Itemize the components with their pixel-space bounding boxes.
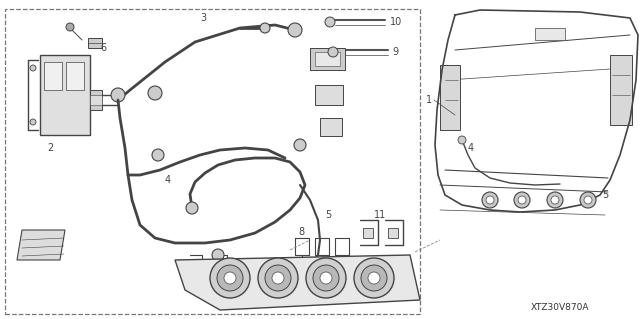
Polygon shape <box>17 230 65 260</box>
Text: 10: 10 <box>390 17 403 27</box>
Text: 6: 6 <box>100 43 106 53</box>
Text: 4: 4 <box>165 175 171 185</box>
Text: 8: 8 <box>298 227 304 237</box>
Circle shape <box>514 192 530 208</box>
Bar <box>44 62 62 90</box>
Bar <box>535 28 565 40</box>
Circle shape <box>320 272 332 284</box>
Bar <box>90 90 102 110</box>
Circle shape <box>328 47 338 57</box>
Circle shape <box>361 265 387 291</box>
Bar <box>315 85 343 105</box>
Bar <box>610 55 632 125</box>
Circle shape <box>458 136 466 144</box>
Bar <box>388 228 398 238</box>
Circle shape <box>313 265 339 291</box>
Circle shape <box>30 119 36 125</box>
Circle shape <box>217 265 243 291</box>
Bar <box>320 118 342 136</box>
Circle shape <box>584 196 592 204</box>
Circle shape <box>272 272 284 284</box>
Bar <box>66 62 84 90</box>
Bar <box>310 48 345 70</box>
Text: XTZ30V870A: XTZ30V870A <box>531 303 589 313</box>
Text: 9: 9 <box>392 47 398 57</box>
Bar <box>90 95 102 105</box>
Bar <box>363 228 373 238</box>
Circle shape <box>547 192 563 208</box>
Circle shape <box>482 192 498 208</box>
Text: 3: 3 <box>200 13 206 23</box>
Circle shape <box>212 249 224 261</box>
Circle shape <box>354 258 394 298</box>
Circle shape <box>368 272 380 284</box>
Circle shape <box>580 192 596 208</box>
Text: 5: 5 <box>325 210 332 220</box>
Bar <box>40 55 90 135</box>
Text: 1: 1 <box>426 95 432 105</box>
Text: 2: 2 <box>47 143 53 153</box>
Text: 4: 4 <box>468 143 474 153</box>
Circle shape <box>551 196 559 204</box>
Bar <box>315 52 340 66</box>
Circle shape <box>306 258 346 298</box>
Polygon shape <box>175 255 420 310</box>
Circle shape <box>224 272 236 284</box>
Circle shape <box>288 23 302 37</box>
Bar <box>5 9 420 314</box>
Circle shape <box>518 196 526 204</box>
Circle shape <box>210 258 250 298</box>
Circle shape <box>486 196 494 204</box>
Circle shape <box>260 23 270 33</box>
Bar <box>88 38 102 48</box>
Circle shape <box>294 139 306 151</box>
Circle shape <box>111 88 125 102</box>
Circle shape <box>325 17 335 27</box>
Text: 11: 11 <box>374 210 386 220</box>
Text: 12: 12 <box>400 292 412 302</box>
Circle shape <box>148 86 162 100</box>
Text: 5: 5 <box>602 190 608 200</box>
Circle shape <box>66 23 74 31</box>
Text: 7: 7 <box>232 282 238 292</box>
Circle shape <box>258 258 298 298</box>
Circle shape <box>152 149 164 161</box>
Circle shape <box>265 265 291 291</box>
Bar <box>440 65 460 130</box>
Circle shape <box>30 65 36 71</box>
Circle shape <box>186 202 198 214</box>
